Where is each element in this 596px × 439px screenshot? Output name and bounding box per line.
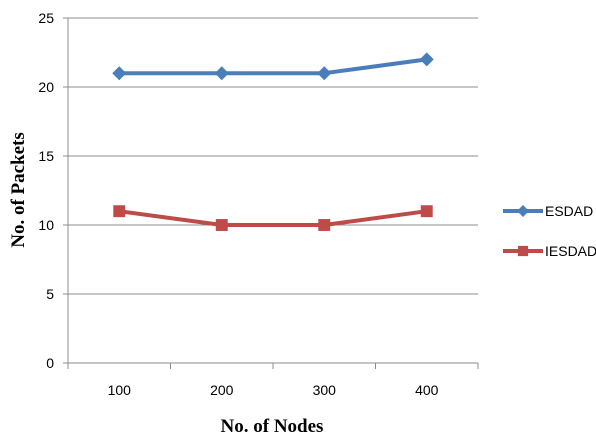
legend-label: ESDAD bbox=[545, 203, 593, 219]
axes bbox=[63, 17, 479, 369]
series-line bbox=[118, 209, 428, 227]
x-tick-label: 400 bbox=[415, 382, 439, 398]
y-tick-label: 20 bbox=[38, 79, 54, 95]
x-tick-labels: 100 200 300 400 bbox=[108, 382, 439, 398]
data-point bbox=[419, 52, 434, 67]
x-tick-label: 100 bbox=[108, 382, 132, 398]
series-iesdad bbox=[113, 205, 433, 231]
legend-label: IESDAD bbox=[545, 243, 596, 259]
y-tick-label: 10 bbox=[38, 217, 54, 233]
x-tick-label: 300 bbox=[313, 382, 337, 398]
legend-item-esdad: ESDAD bbox=[503, 203, 593, 219]
data-point bbox=[420, 205, 433, 218]
series-line bbox=[119, 57, 428, 76]
x-axis-title: No. of Nodes bbox=[221, 416, 324, 437]
data-point bbox=[214, 66, 229, 81]
legend-marker bbox=[517, 205, 529, 217]
legend: ESDAD IESDAD bbox=[503, 203, 596, 259]
y-tick-labels: 0 5 10 15 20 25 bbox=[38, 10, 54, 371]
data-point bbox=[318, 219, 331, 231]
data-point bbox=[215, 219, 228, 231]
data-point bbox=[113, 205, 126, 218]
legend-item-iesdad: IESDAD bbox=[503, 243, 596, 259]
legend-marker bbox=[517, 245, 529, 257]
y-tick-label: 5 bbox=[46, 286, 54, 302]
y-axis-title: No. of Packets bbox=[8, 132, 29, 248]
y-tick-label: 0 bbox=[46, 355, 54, 371]
series-esdad bbox=[112, 52, 434, 81]
y-tick-label: 15 bbox=[38, 148, 54, 164]
series-group bbox=[112, 52, 434, 231]
x-tick-label: 200 bbox=[210, 382, 234, 398]
y-tick-label: 25 bbox=[38, 10, 54, 26]
data-point bbox=[317, 66, 332, 81]
gridlines bbox=[68, 17, 478, 295]
data-point bbox=[112, 66, 127, 81]
